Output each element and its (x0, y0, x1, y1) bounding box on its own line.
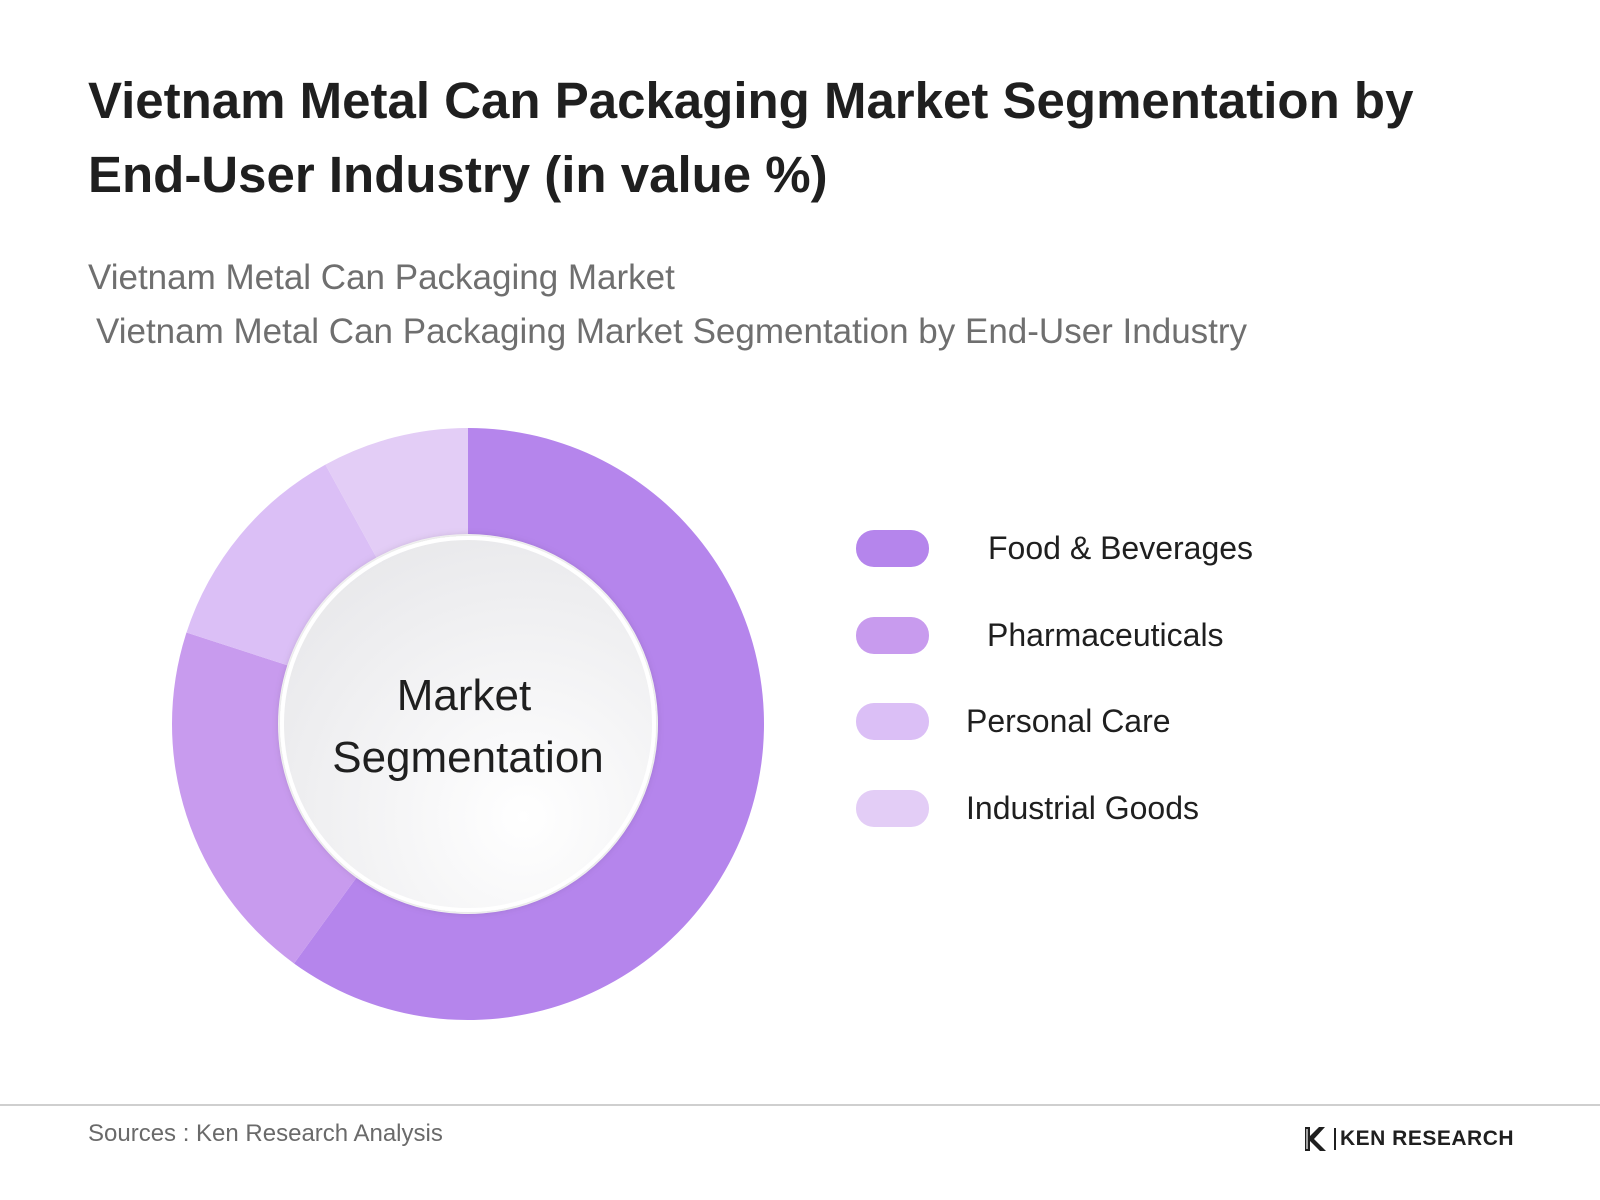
center-label-line-2: Segmentation (332, 733, 604, 782)
donut-slice-pharmaceuticals (171, 632, 357, 964)
ken-research-logo: KEN RESEARCH (1300, 1124, 1514, 1154)
chart-title: Vietnam Metal Can Packaging Market Segme… (88, 72, 1414, 203)
legend-label: Food & Beverages (988, 530, 1254, 566)
legend-swatch (856, 616, 929, 654)
footer-divider (0, 1104, 1600, 1106)
donut-slice-food-beverages (294, 428, 764, 1020)
legend-swatch (856, 530, 929, 567)
ken-research-logo-text: KEN RESEARCH (1334, 1128, 1514, 1150)
chart-subtitle: Vietnam Metal Can Packaging Market (88, 258, 675, 297)
donut-center (280, 536, 656, 912)
legend-label: Personal Care (966, 703, 1171, 739)
legend-swatch (856, 703, 929, 740)
sources-note: Sources : Ken Research Analysis (88, 1120, 443, 1147)
donut-slice-industrial-goods (325, 428, 468, 558)
ken-research-logo-icon (1305, 1127, 1326, 1151)
legend-swatch (856, 789, 929, 827)
chart-subtitle-secondary: Vietnam Metal Can Packaging Market Segme… (96, 312, 1248, 351)
legend-label: Industrial Goods (966, 789, 1200, 826)
center-label-line-1: Market (397, 671, 531, 720)
legend-label: Pharmaceuticals (987, 616, 1224, 653)
donut-slice-personal-care (186, 464, 377, 666)
donut-slices (171, 428, 764, 1020)
